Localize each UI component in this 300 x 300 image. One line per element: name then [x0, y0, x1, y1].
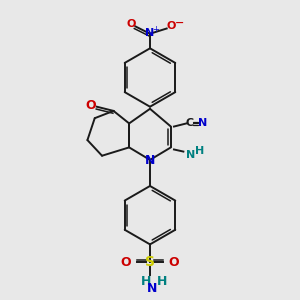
Text: O: O: [166, 21, 176, 32]
Text: O: O: [85, 99, 96, 112]
Text: N: N: [145, 154, 155, 167]
Text: H: H: [157, 275, 168, 288]
Text: N: N: [147, 282, 157, 295]
Text: O: O: [169, 256, 179, 268]
Text: S: S: [145, 255, 155, 269]
Text: H: H: [141, 275, 151, 288]
Text: N: N: [186, 150, 195, 160]
Text: N: N: [197, 118, 207, 128]
Text: −: −: [175, 18, 184, 28]
Text: +: +: [152, 25, 159, 34]
Text: N: N: [146, 28, 154, 38]
Text: C: C: [186, 118, 194, 128]
Text: O: O: [121, 256, 131, 268]
Text: H: H: [195, 146, 205, 155]
Text: O: O: [127, 19, 136, 29]
